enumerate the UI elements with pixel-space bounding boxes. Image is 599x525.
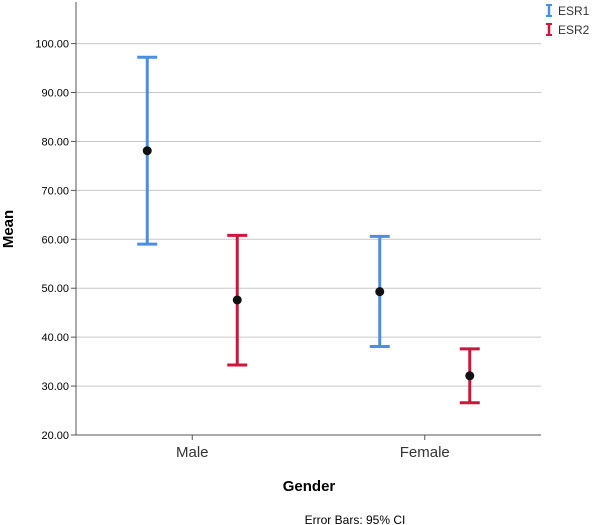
y-tick-label: 80.00 [41,136,69,148]
mean-point [465,371,475,381]
legend-item-esr2: ESR2 [546,23,590,37]
x-category-label: Male [176,444,209,461]
y-tick-label: 40.00 [41,332,69,344]
legend: ESR1 ESR2 [546,4,590,37]
y-tick-label: 50.00 [41,283,69,295]
error-bars-footnote: Error Bars: 95% CI [305,513,406,525]
legend-label: ESR2 [558,23,590,37]
mean-point [142,146,152,156]
y-tick-label: 100.00 [35,39,69,51]
mean-point [375,287,385,297]
y-axis-title: Mean [0,210,17,248]
axes [75,2,541,436]
y-tick-labels: 20.00 30.00 40.00 50.00 60.00 70.00 80.00 90.00… [35,39,76,442]
legend-item-esr1: ESR1 [546,4,590,18]
gridlines [76,43,541,387]
y-tick-label: 70.00 [41,185,69,197]
mean-point [232,295,242,305]
y-tick-label: 20.00 [41,430,69,442]
x-category-labels: Male Female [176,435,450,461]
y-tick-label: 30.00 [41,381,69,393]
y-tick-label: 60.00 [41,234,69,246]
x-axis-title: Gender [283,478,336,495]
legend-label: ESR1 [558,4,590,18]
x-category-label: Female [400,444,450,461]
series-esr2 [227,233,480,405]
error-bars [137,55,480,405]
y-tick-label: 90.00 [41,88,69,100]
series-esr1 [137,55,390,348]
